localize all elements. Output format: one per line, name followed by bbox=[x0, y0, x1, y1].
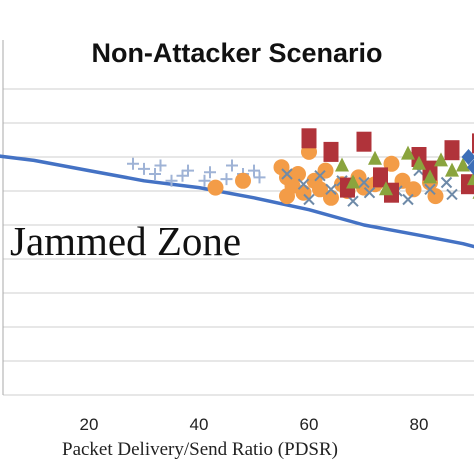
point-square bbox=[323, 141, 339, 162]
point-triangle bbox=[467, 171, 474, 186]
point-x bbox=[297, 178, 310, 190]
point-circle bbox=[207, 179, 224, 196]
point-triangle bbox=[401, 145, 415, 160]
data-points bbox=[127, 128, 474, 207]
point-cross bbox=[198, 174, 211, 187]
point-cross bbox=[154, 159, 167, 172]
point-x bbox=[325, 183, 337, 196]
point-x bbox=[402, 193, 414, 206]
point-square bbox=[472, 133, 474, 154]
point-x bbox=[281, 168, 293, 180]
point-triangle bbox=[434, 152, 448, 167]
gridlines bbox=[3, 88, 474, 396]
point-square bbox=[301, 128, 317, 149]
point-cross bbox=[182, 164, 194, 177]
point-cross bbox=[248, 164, 260, 177]
x-tick-label: 40 bbox=[190, 415, 209, 434]
point-cross bbox=[176, 169, 189, 182]
x-axis-label: Packet Delivery/Send Ratio (PDSR) bbox=[62, 439, 338, 460]
point-square bbox=[356, 131, 372, 152]
point-cross bbox=[165, 174, 178, 187]
point-cross bbox=[138, 162, 150, 175]
point-triangle bbox=[379, 181, 393, 196]
point-cross bbox=[127, 157, 139, 170]
x-tick-label: 60 bbox=[300, 415, 319, 434]
point-square bbox=[373, 167, 388, 188]
threshold-line-path bbox=[0, 154, 474, 249]
x-tick-label: 20 bbox=[80, 415, 99, 434]
x-tick-labels: 20406080100 bbox=[80, 415, 429, 434]
point-triangle bbox=[445, 162, 459, 177]
point-cross bbox=[226, 159, 238, 172]
point-cross bbox=[253, 171, 266, 184]
threshold-line bbox=[0, 154, 474, 249]
point-circle bbox=[290, 166, 306, 182]
point-diamond bbox=[461, 149, 474, 165]
x-tick-label: 80 bbox=[410, 415, 429, 434]
chart-title: Non-Attacker Scenario bbox=[91, 38, 382, 68]
point-x bbox=[424, 183, 436, 196]
point-x bbox=[440, 176, 453, 189]
point-x bbox=[347, 195, 359, 207]
point-circle bbox=[312, 181, 328, 198]
point-circle bbox=[235, 172, 251, 189]
point-x bbox=[446, 188, 458, 201]
point-x bbox=[303, 193, 315, 206]
point-diamond bbox=[467, 159, 474, 176]
jammed-zone-annotation: Jammed Zone bbox=[10, 218, 241, 264]
point-triangle bbox=[346, 174, 360, 189]
point-circle bbox=[405, 181, 422, 198]
point-triangle bbox=[456, 157, 470, 172]
point-x bbox=[363, 186, 376, 199]
point-x bbox=[314, 169, 326, 182]
point-cross bbox=[204, 166, 216, 179]
point-triangle bbox=[335, 157, 349, 172]
point-cross bbox=[220, 173, 233, 186]
point-triangle bbox=[423, 169, 437, 184]
point-cross bbox=[149, 168, 161, 180]
point-triangle bbox=[368, 150, 382, 165]
point-x bbox=[358, 176, 370, 189]
point-circle bbox=[323, 189, 339, 206]
point-square bbox=[444, 140, 460, 161]
point-triangle bbox=[412, 155, 426, 170]
